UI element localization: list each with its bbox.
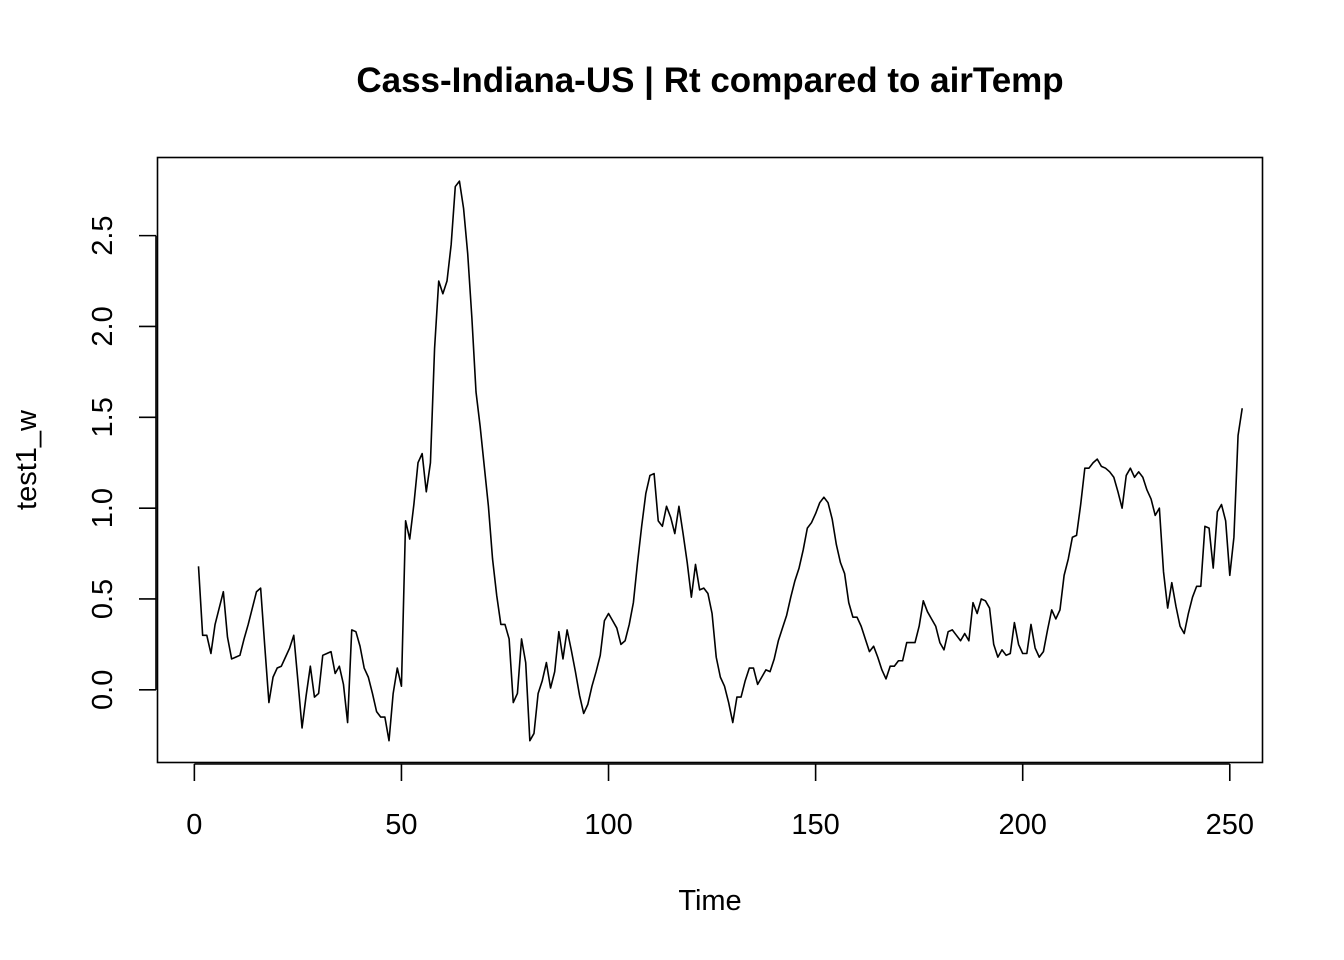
x-tick-label: 250 [1206, 809, 1254, 841]
x-tick-label: 100 [584, 809, 632, 841]
y-tick-label: 2.0 [87, 306, 119, 346]
x-axis-label: Time [678, 885, 741, 917]
chart-title: Cass-Indiana-US | Rt compared to airTemp [356, 61, 1063, 100]
y-tick-label: 0.0 [87, 670, 119, 710]
x-tick-label: 0 [186, 809, 202, 841]
x-tick-label: 50 [385, 809, 417, 841]
y-tick-label: 2.5 [87, 215, 119, 255]
x-axis: 0 50 100 150 200 250 [186, 763, 1254, 841]
x-tick-label: 150 [791, 809, 839, 841]
y-tick-label: 1.0 [87, 488, 119, 528]
series-line [197, 180, 1244, 742]
plot-frame [156, 156, 1264, 764]
y-tick-label: 0.5 [87, 579, 119, 619]
y-axis-label: test1_w [11, 409, 43, 510]
y-tick-label: 1.5 [87, 397, 119, 437]
x-tick-label: 200 [999, 809, 1047, 841]
y-axis: 0.0 0.5 1.0 1.5 2.0 2.5 [87, 215, 157, 710]
